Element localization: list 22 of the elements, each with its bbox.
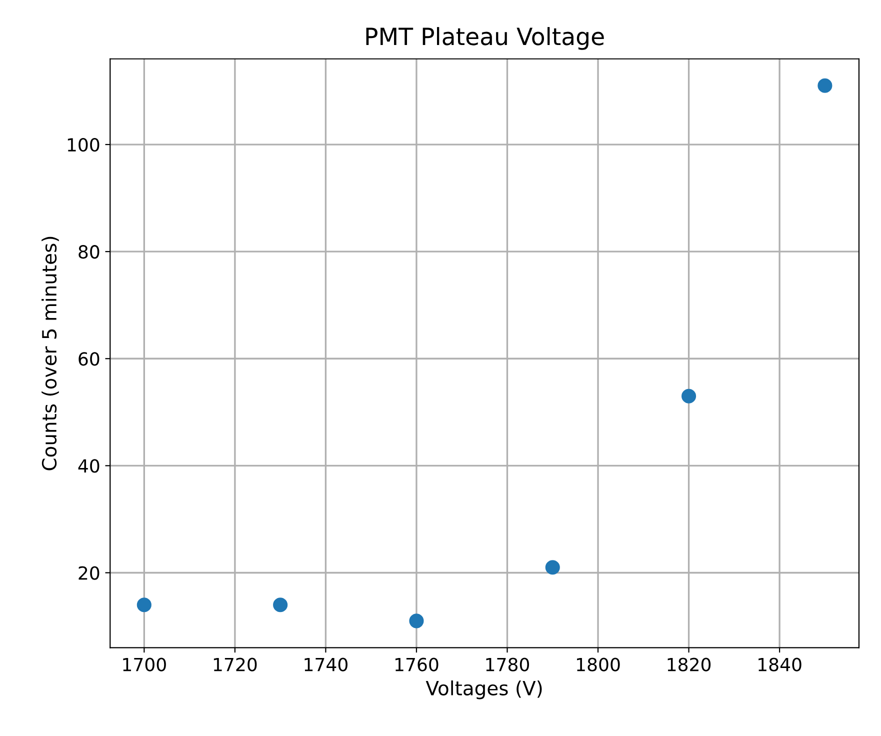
point (136, 598, 152, 612)
point (545, 560, 560, 575)
x-tick-label: 1740 (304, 658, 348, 672)
point (682, 388, 696, 404)
x-tick-label: 1780 (486, 658, 530, 672)
point (409, 614, 424, 628)
y-tick-label: 60 (78, 352, 100, 366)
y-tick-label: 40 (78, 459, 100, 473)
x-tick-label: 1760 (395, 658, 438, 672)
point (273, 598, 288, 612)
y-tick-label: 20 (78, 566, 100, 580)
x-tick-label: 1820 (668, 658, 711, 672)
y-tick-label: 100 (68, 138, 100, 152)
point (818, 78, 832, 93)
chart-title: PMT Plateau Voltage (366, 27, 604, 50)
x-tick-label: 1840 (758, 658, 802, 672)
x-tick-label: 1720 (214, 658, 257, 672)
x-axis-title: Voltages (V) (426, 680, 542, 700)
y-tick-label: 80 (78, 245, 100, 259)
y-axis-title: Counts (over 5 minutes) (42, 236, 59, 470)
x-tick-label: 1800 (577, 658, 620, 672)
x-tick-label: 1700 (123, 658, 166, 672)
